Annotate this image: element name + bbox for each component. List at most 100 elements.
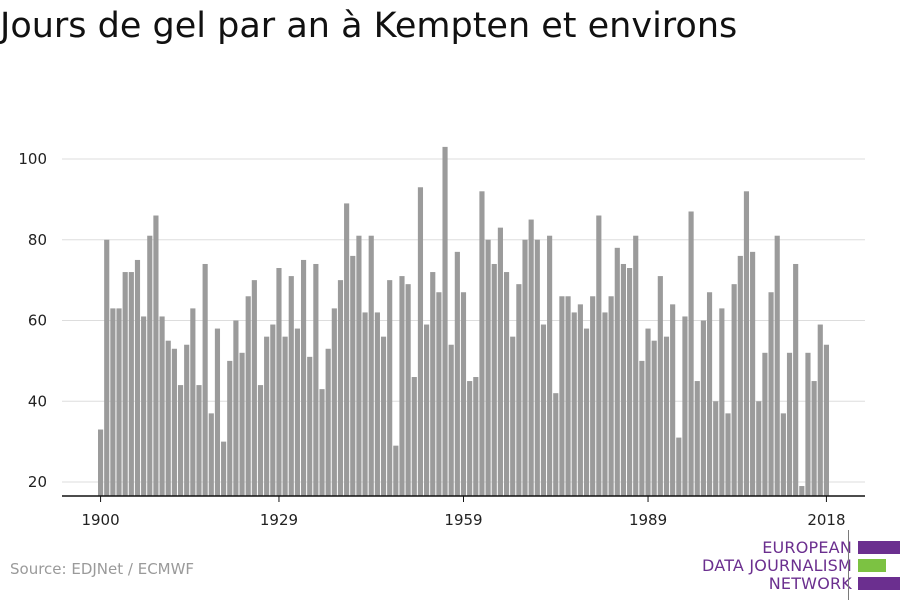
bar-1904[interactable] bbox=[122, 272, 128, 496]
bar-1919[interactable] bbox=[214, 328, 221, 496]
bar-1905[interactable] bbox=[128, 272, 134, 496]
bar-1969[interactable] bbox=[522, 239, 528, 496]
bar-1929[interactable] bbox=[276, 268, 282, 496]
bar-1907[interactable] bbox=[141, 316, 147, 496]
bar-1903[interactable] bbox=[116, 308, 122, 496]
bar-1946[interactable] bbox=[380, 336, 387, 496]
bar-2017[interactable] bbox=[817, 324, 823, 496]
bar-1973[interactable] bbox=[547, 235, 553, 496]
bar-1976[interactable] bbox=[565, 296, 571, 496]
bar-1943[interactable] bbox=[362, 312, 368, 496]
bar-1965[interactable] bbox=[497, 227, 503, 496]
bar-1950[interactable] bbox=[405, 284, 411, 496]
bar-2010[interactable] bbox=[774, 235, 780, 496]
bar-1911[interactable] bbox=[165, 340, 171, 496]
bar-1901[interactable] bbox=[104, 239, 110, 496]
bar-1909[interactable] bbox=[153, 215, 159, 496]
bar-1942[interactable] bbox=[356, 235, 362, 496]
bar-1934[interactable] bbox=[307, 356, 313, 496]
bar-1957[interactable] bbox=[448, 344, 454, 496]
bar-1960[interactable] bbox=[467, 381, 473, 496]
bar-2011[interactable] bbox=[780, 413, 786, 496]
bar-2016[interactable] bbox=[811, 381, 817, 496]
bar-1931[interactable] bbox=[288, 276, 294, 496]
bar-1990[interactable] bbox=[651, 340, 657, 496]
bar-1981[interactable] bbox=[596, 215, 602, 496]
bar-1921[interactable] bbox=[227, 360, 233, 497]
bar-1986[interactable] bbox=[627, 268, 633, 496]
bar-2014[interactable] bbox=[799, 486, 805, 496]
bar-1951[interactable] bbox=[411, 377, 417, 496]
bar-1983[interactable] bbox=[608, 296, 614, 496]
bar-1984[interactable] bbox=[614, 247, 620, 496]
bar-1923[interactable] bbox=[239, 352, 245, 496]
bar-1939[interactable] bbox=[337, 280, 344, 497]
bar-1940[interactable] bbox=[344, 203, 350, 496]
bar-1958[interactable] bbox=[454, 251, 460, 496]
bar-2013[interactable] bbox=[793, 263, 799, 496]
bar-1941[interactable] bbox=[350, 255, 356, 496]
bar-1928[interactable] bbox=[270, 324, 276, 496]
bar-1924[interactable] bbox=[245, 296, 251, 496]
bar-1954[interactable] bbox=[430, 272, 436, 496]
bar-2002[interactable] bbox=[725, 413, 731, 496]
bar-1970[interactable] bbox=[528, 219, 534, 496]
bar-1920[interactable] bbox=[221, 441, 227, 497]
bar-1914[interactable] bbox=[184, 344, 190, 496]
bar-1936[interactable] bbox=[319, 389, 325, 496]
bar-2018[interactable] bbox=[823, 344, 829, 496]
bar-1982[interactable] bbox=[602, 312, 608, 496]
bar-1948[interactable] bbox=[393, 445, 399, 496]
bar-1987[interactable] bbox=[633, 235, 639, 496]
bar-2007[interactable] bbox=[756, 401, 762, 496]
bar-1932[interactable] bbox=[294, 328, 300, 496]
bar-1926[interactable] bbox=[257, 385, 264, 496]
bar-1956[interactable] bbox=[442, 146, 448, 496]
bar-1927[interactable] bbox=[264, 336, 270, 496]
bar-1996[interactable] bbox=[688, 211, 694, 497]
bar-1985[interactable] bbox=[620, 263, 627, 496]
bar-1912[interactable] bbox=[171, 348, 177, 496]
bar-1972[interactable] bbox=[540, 324, 547, 496]
bar-1906[interactable] bbox=[134, 259, 141, 496]
bar-1953[interactable] bbox=[424, 324, 430, 496]
bar-1989[interactable] bbox=[645, 328, 651, 496]
bar-2008[interactable] bbox=[762, 352, 768, 496]
bar-1915[interactable] bbox=[190, 308, 196, 496]
bar-2006[interactable] bbox=[750, 251, 756, 496]
bar-1979[interactable] bbox=[583, 328, 590, 496]
bar-1900[interactable] bbox=[98, 429, 104, 496]
bar-1955[interactable] bbox=[436, 292, 442, 496]
bar-1917[interactable] bbox=[202, 263, 208, 496]
bar-1918[interactable] bbox=[208, 413, 214, 496]
bar-1991[interactable] bbox=[657, 276, 663, 496]
bar-1974[interactable] bbox=[553, 393, 559, 496]
bar-1997[interactable] bbox=[694, 381, 700, 496]
bar-1935[interactable] bbox=[313, 263, 319, 496]
bar-1975[interactable] bbox=[559, 296, 565, 496]
bar-2005[interactable] bbox=[743, 191, 750, 497]
bar-1930[interactable] bbox=[282, 336, 288, 496]
bar-1937[interactable] bbox=[325, 348, 331, 496]
bar-1968[interactable] bbox=[516, 284, 522, 496]
bar-1964[interactable] bbox=[491, 263, 497, 496]
bar-1916[interactable] bbox=[196, 385, 202, 496]
bar-1944[interactable] bbox=[368, 235, 374, 496]
bar-1978[interactable] bbox=[577, 304, 583, 496]
edjnet-logo[interactable]: EUROPEAN DATA JOURNALISM NETWORK bbox=[702, 530, 900, 600]
bar-1933[interactable] bbox=[300, 259, 307, 496]
bar-1913[interactable] bbox=[177, 385, 184, 496]
bar-2001[interactable] bbox=[719, 308, 725, 496]
bar-1938[interactable] bbox=[331, 308, 337, 496]
bar-1998[interactable] bbox=[700, 320, 706, 497]
bar-1908[interactable] bbox=[147, 235, 153, 496]
bar-2015[interactable] bbox=[805, 352, 811, 496]
bar-2004[interactable] bbox=[737, 255, 743, 496]
bar-1925[interactable] bbox=[251, 280, 257, 497]
bar-2003[interactable] bbox=[731, 284, 737, 496]
bar-1977[interactable] bbox=[571, 312, 577, 496]
bar-1992[interactable] bbox=[663, 336, 670, 496]
bar-1999[interactable] bbox=[706, 292, 713, 496]
bar-1902[interactable] bbox=[110, 308, 116, 496]
bar-1949[interactable] bbox=[399, 276, 405, 496]
